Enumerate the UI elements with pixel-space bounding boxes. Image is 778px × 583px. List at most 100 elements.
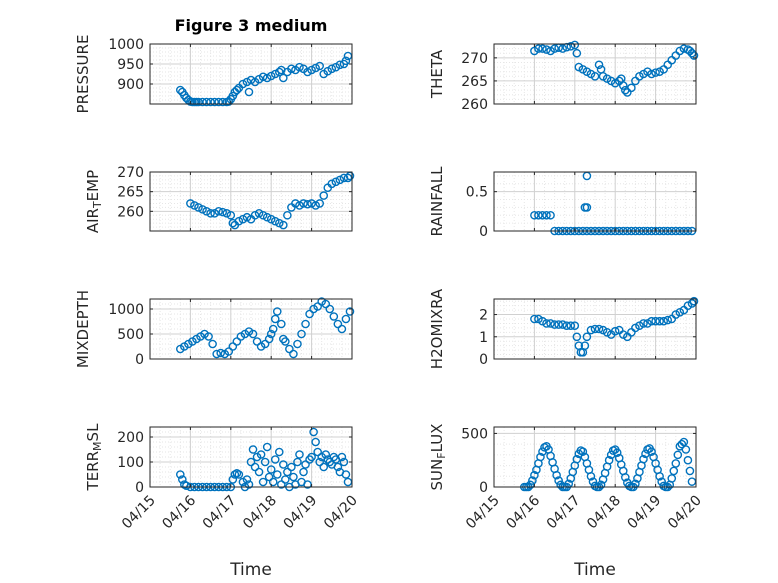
y-tick-label: 1000 [108, 37, 144, 53]
data-point [210, 208, 219, 218]
data-point [266, 71, 276, 81]
data-point [295, 201, 304, 210]
data-point [647, 316, 656, 326]
data-point [272, 307, 282, 316]
data-point [319, 191, 329, 200]
data-point [321, 450, 331, 459]
data-point [281, 337, 290, 346]
data-point [244, 87, 254, 97]
data-point [582, 332, 592, 342]
data-point [198, 97, 207, 107]
data-point [224, 97, 234, 106]
data-point [287, 462, 296, 472]
data-point [295, 450, 304, 459]
data-point [335, 175, 345, 185]
y-axis-label: AIRTEMP [84, 170, 104, 233]
y-tick-label: 1 [479, 330, 488, 346]
data-point [685, 466, 695, 476]
data-point [250, 210, 260, 220]
data-point [268, 477, 278, 487]
data-point [258, 477, 268, 487]
data-point [663, 315, 673, 325]
y-tick-label: 950 [117, 57, 144, 73]
data-point [244, 480, 254, 489]
y-axis-label: RAINFALL [428, 166, 446, 237]
data-point [538, 210, 547, 220]
data-point [266, 214, 276, 224]
data-point [202, 207, 211, 216]
data-point [258, 210, 268, 220]
data-point [651, 316, 660, 326]
data-point [327, 64, 337, 74]
data-point [214, 207, 223, 216]
y-tick-label: 1000 [108, 302, 144, 318]
axes-box [493, 426, 697, 488]
data-point [258, 72, 268, 82]
data-point [655, 316, 664, 326]
y-tick-label: 100 [117, 455, 144, 471]
data-point [206, 208, 215, 218]
data-point [270, 314, 280, 324]
data-point [572, 454, 582, 464]
data-point [315, 199, 324, 208]
data-point [309, 427, 318, 437]
data-point [639, 319, 648, 328]
data-point [274, 67, 284, 77]
data-point [339, 457, 349, 467]
y-tick-label: 265 [461, 74, 488, 90]
data-point [212, 349, 221, 359]
data-point [536, 452, 545, 462]
data-point [621, 473, 630, 482]
data-point [341, 470, 351, 479]
data-point [242, 212, 252, 222]
data-point [234, 470, 244, 479]
data-point [681, 445, 691, 454]
panel-rainfall: 0 0.5 RAINFALL [428, 166, 697, 240]
data-point [558, 44, 567, 53]
data-point [303, 67, 312, 77]
data-point [570, 40, 580, 50]
data-point [256, 450, 266, 459]
data-point [210, 97, 219, 107]
y-tick-label: 260 [461, 97, 488, 113]
data-point [175, 85, 185, 95]
data-point [246, 75, 256, 85]
y-tick-label: 900 [117, 77, 144, 93]
data-point [329, 452, 339, 462]
data-point [610, 326, 620, 336]
data-point [546, 210, 555, 220]
data-point [198, 205, 207, 214]
data-point [588, 477, 598, 486]
data-point [206, 97, 215, 107]
data-point [228, 91, 238, 101]
y-axis-label: H2OMIXRA [428, 288, 446, 369]
data-point [214, 97, 223, 107]
data-point [550, 320, 559, 329]
data-point [248, 445, 258, 454]
data-point [178, 475, 187, 484]
data-point [307, 452, 316, 462]
data-point [307, 65, 316, 75]
y-axis-label: SUNFLUX [428, 424, 448, 491]
data-point [582, 203, 592, 212]
data-point [266, 329, 276, 339]
data-point [218, 97, 228, 107]
y-axis-label: TERRMSL [84, 423, 104, 492]
data-point [647, 69, 656, 79]
data-point [274, 218, 284, 228]
data-point [659, 316, 668, 326]
data-point [311, 437, 320, 447]
data-point [254, 467, 264, 477]
data-point [289, 349, 298, 359]
data-point [254, 208, 264, 218]
data-point [216, 348, 225, 358]
data-point [530, 314, 539, 324]
y-tick-label: 0 [479, 224, 488, 240]
data-point [226, 210, 236, 220]
data-point [262, 73, 272, 83]
data-point [175, 470, 185, 479]
data-point [303, 199, 312, 209]
axes-box [149, 43, 353, 105]
y-axis-label: THETA [428, 49, 446, 99]
